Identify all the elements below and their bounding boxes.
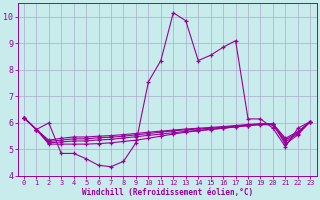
X-axis label: Windchill (Refroidissement éolien,°C): Windchill (Refroidissement éolien,°C) — [82, 188, 253, 197]
